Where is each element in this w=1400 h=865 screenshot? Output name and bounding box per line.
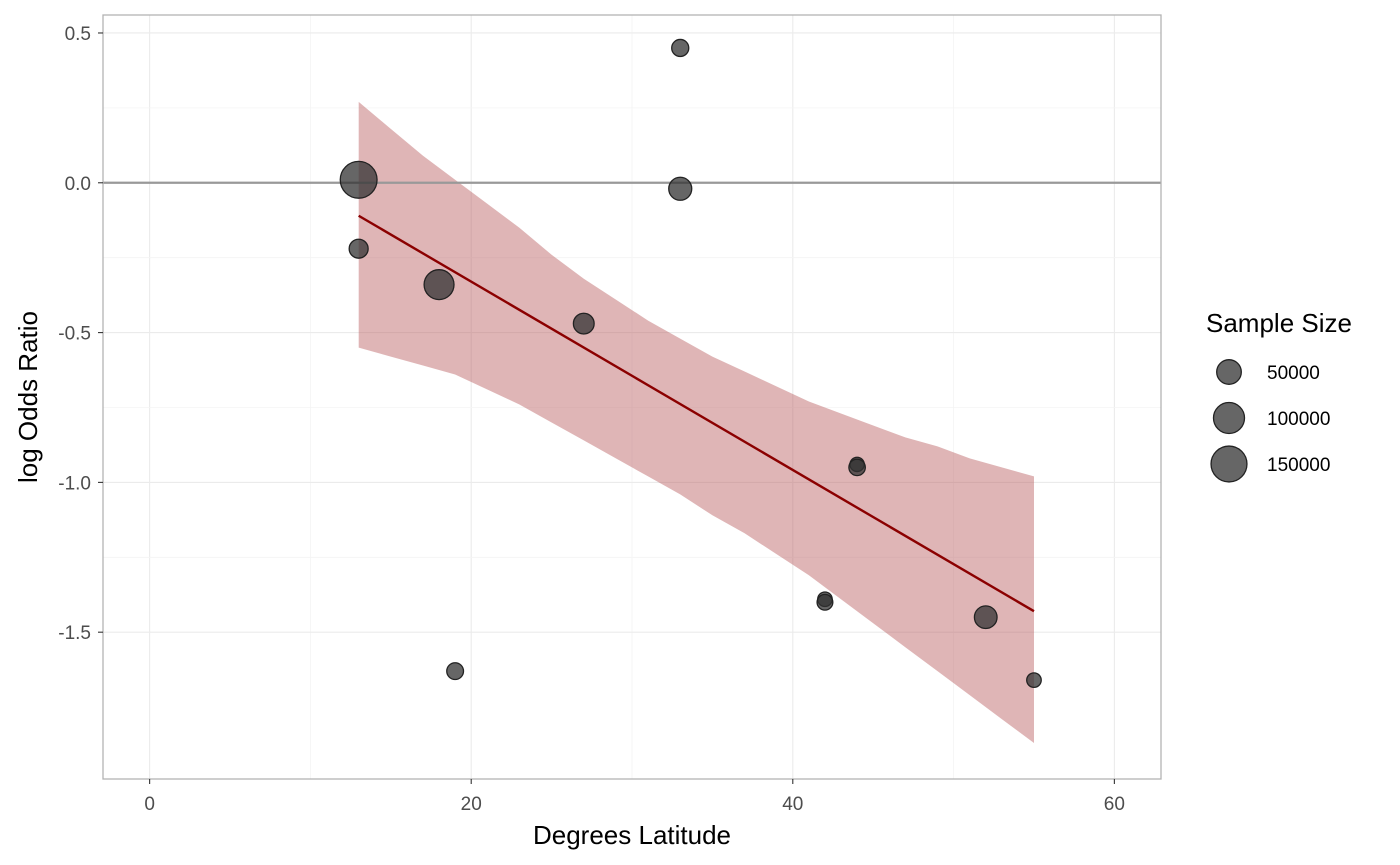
data-point	[572, 312, 595, 335]
legend: Sample Size 50000 100000 150000	[1206, 308, 1352, 483]
data-point	[446, 662, 465, 681]
data-point	[339, 160, 378, 199]
data-point	[668, 176, 693, 201]
data-point	[973, 605, 998, 630]
legend-key-circle	[1210, 445, 1248, 483]
data-point	[671, 38, 690, 58]
legend-title: Sample Size	[1206, 308, 1352, 338]
legend-entry-label: 100000	[1267, 409, 1330, 430]
confidence-band	[358, 101, 1034, 743]
legend-entry-label: 150000	[1267, 455, 1330, 476]
x-tick-label: 0	[144, 794, 155, 815]
y-tick-label: 0.5	[65, 24, 91, 45]
y-tick-label: -1.5	[58, 623, 91, 644]
y-axis-ticks: 0.5 0.0 -0.5 -1.0 -1.5	[58, 24, 103, 644]
confidence-band-layer	[358, 101, 1034, 743]
data-point	[1026, 672, 1042, 689]
regression-line	[358, 214, 1035, 613]
y-axis-title: log Odds Ratio	[13, 311, 43, 483]
legend-entry-label: 50000	[1267, 363, 1320, 384]
y-tick-label: -1.0	[58, 473, 91, 494]
panel-border	[102, 14, 1162, 780]
y-tick-label: 0.0	[65, 174, 91, 195]
x-axis-title: Degrees Latitude	[533, 820, 731, 850]
data-point	[816, 593, 834, 611]
x-tick-label: 60	[1104, 794, 1125, 815]
data-point	[423, 269, 455, 301]
x-axis-ticks: 0 20 40 60	[144, 779, 1125, 815]
legend-entries: 50000 100000 150000	[1210, 359, 1330, 483]
x-tick-label: 20	[461, 794, 482, 815]
data-point	[848, 458, 866, 477]
data-point	[348, 238, 369, 259]
y-tick-label: -0.5	[58, 324, 91, 345]
fit-line-layer	[358, 214, 1035, 613]
x-tick-label: 40	[782, 794, 803, 815]
legend-key-circle	[1216, 359, 1242, 385]
legend-key-circle	[1212, 401, 1246, 435]
data-points	[339, 38, 1042, 689]
